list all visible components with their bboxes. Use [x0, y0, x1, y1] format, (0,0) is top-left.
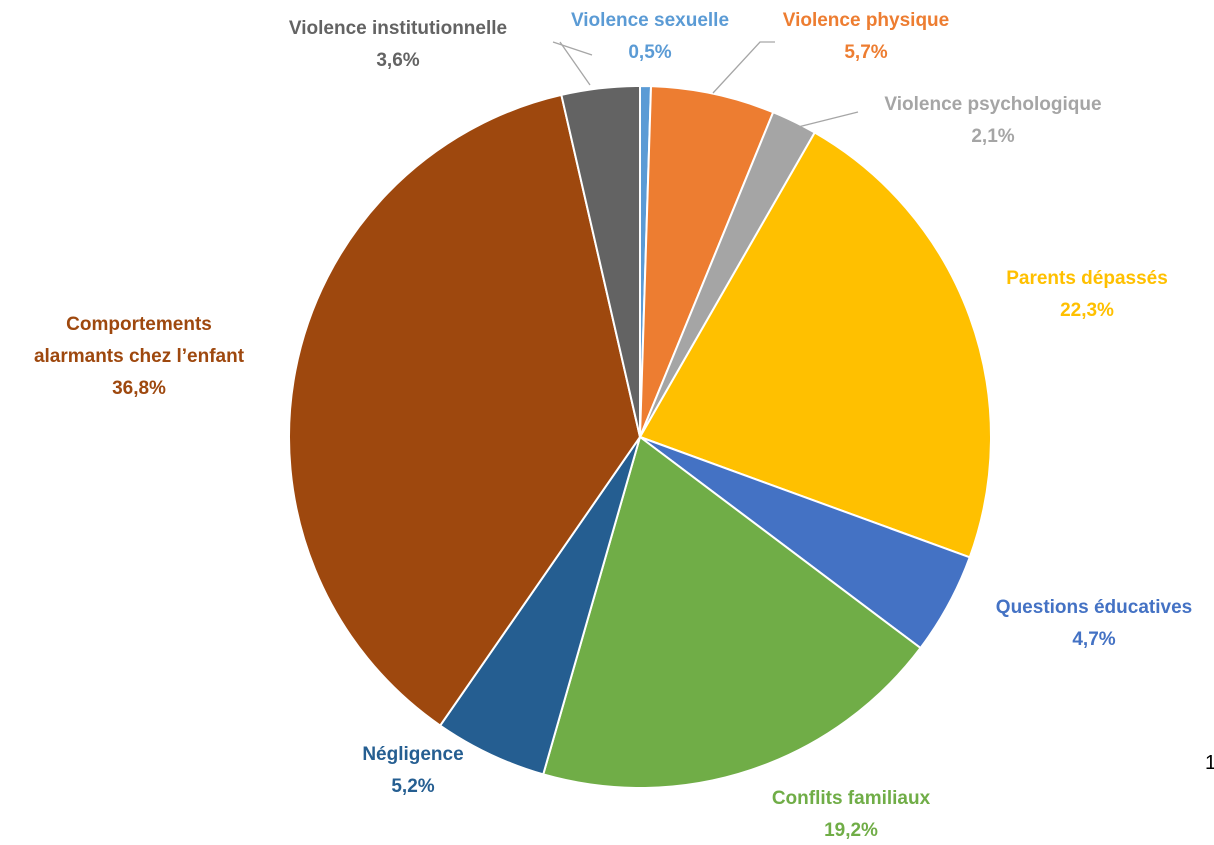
pie-slice-8: [288, 93, 642, 727]
slice-label-7: Négligence 5,2%: [362, 744, 463, 797]
slice-label-2: Violence physique 5,7%: [783, 10, 949, 63]
pie-slice-2: [639, 85, 775, 438]
leader-line-1: [552, 41, 593, 56]
slice-label-9: Violence institutionnelle 3,6%: [289, 18, 507, 71]
slice-labels: Violence sexuelle 0,5% Violence physique 5,…: [34, 10, 1192, 841]
slice-label-4: Parents dépassés 22,3%: [1006, 268, 1168, 321]
leader-lines: [552, 41, 859, 128]
page-number: 1: [1205, 752, 1214, 774]
leader-line-9: [559, 41, 591, 86]
pie-slices: [288, 84, 992, 789]
pie-slice-9: [560, 84, 641, 438]
leader-line-2: [712, 41, 775, 94]
pie-slice-6: [541, 435, 922, 789]
pie-slice-4: [638, 131, 992, 559]
slice-label-3: Violence psychologique 2,1%: [884, 94, 1101, 147]
slice-label-1: Violence sexuelle 0,5%: [571, 10, 729, 63]
slice-label-5: Questions éducatives 4,7%: [996, 597, 1192, 650]
slice-label-6: Conflits familiaux 19,2%: [772, 788, 931, 841]
leader-line-3: [797, 111, 859, 128]
slice-label-8: Comportements alarmants chez l’enfant 36,8…: [34, 314, 245, 399]
